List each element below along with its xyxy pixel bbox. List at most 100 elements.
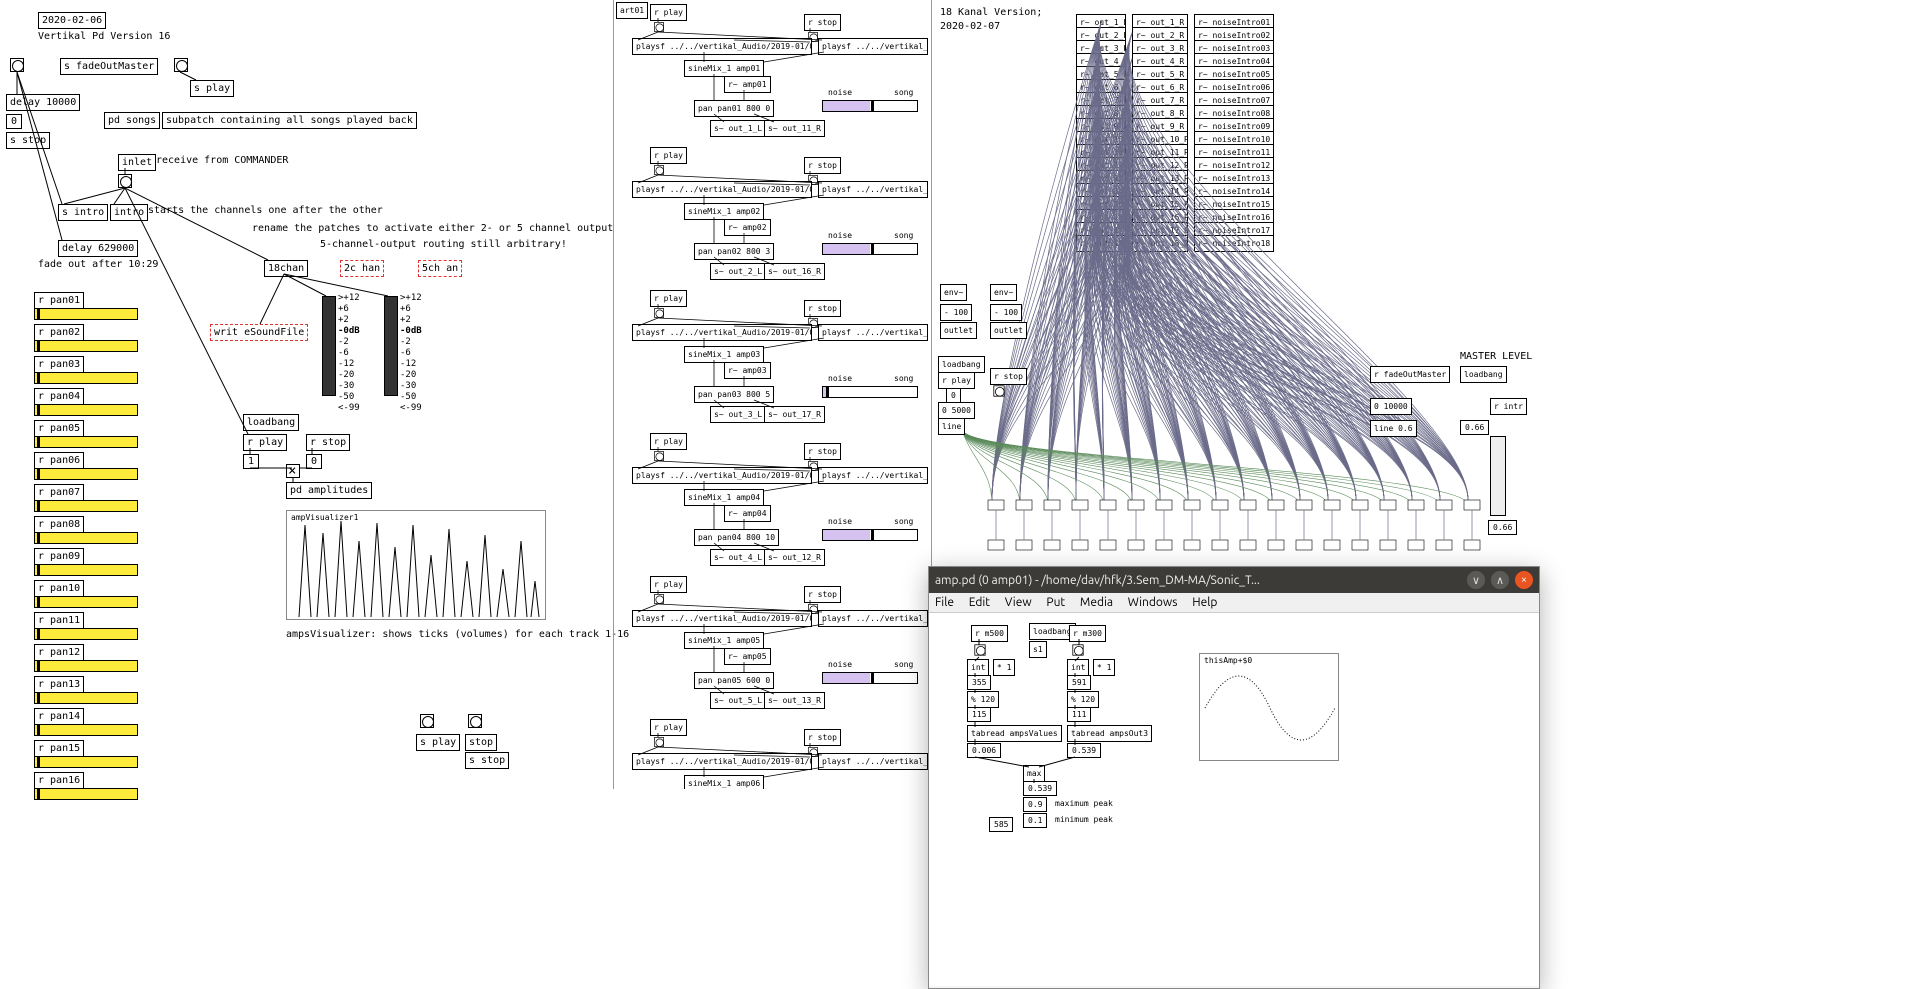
- msg-10000[interactable]: 0 10000: [1370, 398, 1412, 415]
- stop[interactable]: stop: [465, 734, 497, 751]
- bang-splay2[interactable]: [420, 714, 434, 728]
- r-stop[interactable]: r stop: [804, 300, 841, 317]
- out-r[interactable]: s~ out_13_R: [764, 692, 825, 709]
- pan-receive[interactable]: r pan15: [34, 740, 84, 757]
- r-play[interactable]: r play: [650, 719, 687, 736]
- outlet-b[interactable]: outlet: [990, 322, 1027, 339]
- pan-receive[interactable]: r pan16: [34, 772, 84, 789]
- playsf-2[interactable]: playsf ../../vertikal_Audio/201: [818, 467, 928, 484]
- pan-receive[interactable]: r pan08: [34, 516, 84, 533]
- pan-receive[interactable]: r pan02: [34, 324, 84, 341]
- window-minimize-icon[interactable]: ∨: [1467, 571, 1485, 589]
- r-stop[interactable]: r stop: [306, 434, 350, 451]
- pan-receive[interactable]: r pan06: [34, 452, 84, 469]
- int-a[interactable]: int: [967, 659, 989, 676]
- menu-view[interactable]: View: [1005, 596, 1032, 609]
- num0-a[interactable]: 0: [6, 114, 22, 129]
- env-2[interactable]: env~: [990, 284, 1017, 301]
- bang-play[interactable]: [654, 308, 664, 318]
- tabread-b[interactable]: tabread ampsOut3: [1067, 725, 1152, 742]
- toggle-amplitudes[interactable]: [286, 464, 300, 478]
- minus100-a[interactable]: - 100: [940, 304, 972, 321]
- intro[interactable]: intro: [110, 204, 148, 221]
- r-play[interactable]: r play: [243, 434, 287, 451]
- bang-p2[interactable]: [1072, 644, 1083, 655]
- noise-song-slider[interactable]: [822, 243, 918, 255]
- sinemix[interactable]: sineMix_1 amp06: [684, 775, 764, 789]
- amp-recv[interactable]: r~ amp02: [724, 219, 771, 236]
- sinemix[interactable]: sineMix_1 amp02: [684, 203, 764, 220]
- pan-slider[interactable]: [34, 692, 138, 704]
- amp-visualizer-canvas[interactable]: ampVisualizer1: [286, 510, 546, 620]
- bang-rstop[interactable]: [993, 385, 1004, 396]
- pan-receive[interactable]: r pan12: [34, 644, 84, 661]
- thisamp-array[interactable]: thisAmp+$0: [1199, 653, 1339, 761]
- loadbang-r[interactable]: loadbang: [938, 356, 985, 373]
- window-maximize-icon[interactable]: ∧: [1491, 571, 1509, 589]
- rplay-r[interactable]: r play: [938, 372, 975, 389]
- write-soundfile[interactable]: writ eSoundFile: [210, 324, 308, 341]
- rstop-r[interactable]: r stop: [990, 368, 1027, 385]
- pan-receive[interactable]: r pan09: [34, 548, 84, 565]
- recv-noiseintro[interactable]: r~ noiseIntro18: [1194, 235, 1274, 252]
- pan-slider[interactable]: [34, 436, 138, 448]
- r-stop[interactable]: r stop: [804, 729, 841, 746]
- v591[interactable]: 591: [1067, 675, 1091, 690]
- window-close-icon[interactable]: ×: [1515, 571, 1533, 589]
- playsf-2[interactable]: playsf ../../vertikal_Audio/201: [818, 610, 928, 627]
- send-fadeoutmaster[interactable]: s fadeOutMaster: [60, 58, 158, 75]
- minus100-b[interactable]: - 100: [990, 304, 1022, 321]
- chan-2[interactable]: 2c han: [340, 260, 384, 277]
- recv-out-l[interactable]: r~ out_18: [1076, 235, 1126, 252]
- pan-slider[interactable]: [34, 500, 138, 512]
- line-06[interactable]: line 0.6: [1370, 420, 1417, 437]
- sinemix[interactable]: sineMix_1 amp04: [684, 489, 764, 506]
- popup-menubar[interactable]: File Edit View Put Media Windows Help: [929, 593, 1539, 613]
- pan-receive[interactable]: r pan14: [34, 708, 84, 725]
- out-l[interactable]: s~ out_2_L: [710, 263, 766, 280]
- v355[interactable]: 355: [967, 675, 991, 690]
- popup-titlebar[interactable]: amp.pd (0 amp01) - /home/dav/hfk/3.Sem_D…: [929, 567, 1539, 593]
- v09[interactable]: 0.9: [1023, 797, 1047, 812]
- sinemix[interactable]: sineMix_1 amp03: [684, 346, 764, 363]
- bang-play[interactable]: [654, 22, 664, 32]
- r-intr[interactable]: r intr: [1490, 398, 1527, 415]
- bang-play[interactable]: [654, 594, 664, 604]
- r-stop[interactable]: r stop: [804, 586, 841, 603]
- out-l[interactable]: s~ out_1_L: [710, 120, 766, 137]
- r-play[interactable]: r play: [650, 433, 687, 450]
- bang-play[interactable]: [654, 737, 664, 747]
- pan-slider[interactable]: [34, 564, 138, 576]
- out-r[interactable]: s~ out_11_R: [764, 120, 825, 137]
- playsf-1[interactable]: playsf ../../vertikal_Audio/2019-01/01.w…: [632, 38, 812, 55]
- master-slider[interactable]: [1490, 436, 1506, 516]
- msg-5000[interactable]: 0 5000: [938, 402, 975, 419]
- line-r[interactable]: line: [938, 418, 965, 435]
- pd-songs[interactable]: pd songs: [104, 112, 160, 129]
- menu-file[interactable]: File: [935, 596, 954, 609]
- pan-slider[interactable]: [34, 468, 138, 480]
- pan-receive[interactable]: r pan03: [34, 356, 84, 373]
- r-fadeoutmaster[interactable]: r fadeOutMaster: [1370, 366, 1450, 383]
- playsf-1[interactable]: playsf ../../vertikal_Audio/2019-01/05.w…: [632, 610, 812, 627]
- loadbang[interactable]: loadbang: [243, 414, 299, 431]
- mul-b[interactable]: * 1: [1093, 659, 1115, 676]
- recv-out-r[interactable]: r~ out_18_R: [1132, 235, 1188, 252]
- pan-receive[interactable]: r pan05: [34, 420, 84, 437]
- pan-slider[interactable]: [34, 596, 138, 608]
- r-m500[interactable]: r m500: [971, 625, 1008, 642]
- pan-slider[interactable]: [34, 788, 138, 800]
- bang-play[interactable]: [174, 58, 188, 72]
- v0539[interactable]: 0.539: [1067, 743, 1101, 758]
- bang-play[interactable]: [654, 165, 664, 175]
- send-play[interactable]: s play: [190, 80, 234, 97]
- val-066b[interactable]: 0.66: [1488, 520, 1517, 535]
- pan[interactable]: pan pan02 800 3: [694, 243, 774, 260]
- playsf-2[interactable]: playsf ../../vertikal_Audio/20: [818, 38, 928, 55]
- pan[interactable]: pan pan03 800 5: [694, 386, 774, 403]
- amp-recv[interactable]: r~ amp01: [724, 76, 771, 93]
- menu-edit[interactable]: Edit: [969, 596, 990, 609]
- tabread-a[interactable]: tabread ampsValues: [967, 725, 1062, 742]
- out-r[interactable]: s~ out_17_R: [764, 406, 825, 423]
- menu-media[interactable]: Media: [1080, 596, 1113, 609]
